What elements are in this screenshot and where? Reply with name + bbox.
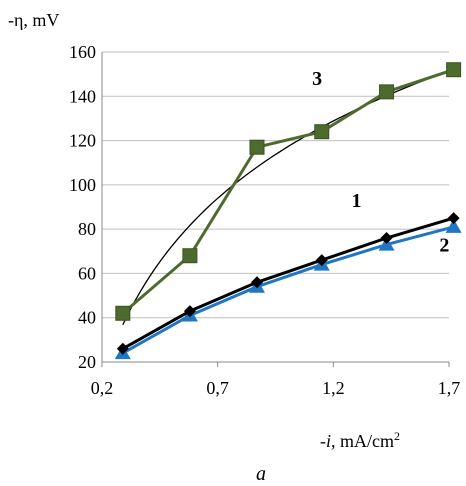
series-1-label: 1 [351,190,361,212]
y-tick-label: 60 [78,263,96,283]
series-2-label: 2 [439,234,449,256]
series-3-point [115,305,131,321]
series-3-label: 3 [312,68,322,90]
series-2-line [122,225,454,355]
series-3-point [314,124,330,140]
series-1-line [122,216,455,351]
y-tick-label: 160 [69,42,96,62]
series-1-point [116,342,129,355]
x-tick-label: 1,7 [438,378,461,398]
plot-area: 1 2 3 [114,62,462,360]
y-axis-title: -η, mV [8,10,59,30]
y-tick-label: 100 [69,175,96,195]
x-tick-label: 0,7 [206,378,229,398]
series-3-point [249,139,265,155]
series-3-point [379,84,395,100]
series-3-point [182,248,198,264]
y-tick-label: 120 [69,131,96,151]
gridlines [102,51,449,363]
x-tick-label: 1,2 [322,378,345,398]
y-tick-label: 80 [78,219,96,239]
series-2-point [445,218,462,233]
series-3-point [446,62,462,78]
y-tick-label: 20 [78,352,96,372]
series-3-trendline [122,68,454,326]
axes: 20 40 60 80 100 120 140 160 0,2 0,7 1,2 1,7 [69,42,460,398]
x-axis-title: -i, mA/cm2 [320,429,400,451]
series-1-point [183,305,196,318]
series-1-point [447,212,460,225]
figure-caption: a [256,463,266,485]
series-3-line [121,68,455,315]
x-tick-label: 0,2 [91,378,114,398]
series-1-point [250,276,263,289]
series-1-point [380,232,393,244]
series-1-point [315,254,328,267]
y-tick-label: 40 [78,308,96,328]
y-tick-label: 140 [69,86,96,106]
